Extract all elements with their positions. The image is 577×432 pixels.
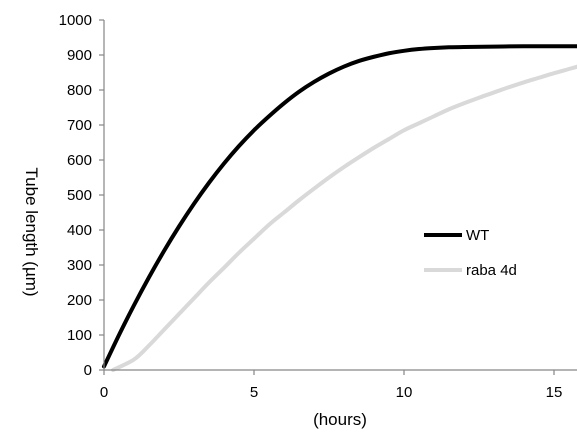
x-tick-label: 5 bbox=[250, 384, 258, 401]
y-tick-label: 100 bbox=[67, 327, 92, 344]
y-tick-label: 300 bbox=[67, 257, 92, 274]
y-tick-label: 400 bbox=[67, 222, 92, 239]
y-tick-label: 900 bbox=[67, 47, 92, 64]
y-ticks: 0 100 200 300 400 500 600 700 800 900 1000 bbox=[59, 12, 104, 379]
legend: WT raba 4d bbox=[424, 227, 517, 279]
series-line-wt bbox=[102, 44, 577, 369]
y-tick-label: 500 bbox=[67, 187, 92, 204]
x-tick-label: 0 bbox=[100, 384, 108, 401]
y-tick-label: 600 bbox=[67, 152, 92, 169]
series-line-raba-4d bbox=[111, 64, 577, 372]
y-tick-label: 0 bbox=[84, 362, 92, 379]
x-tick-label: 15 bbox=[546, 384, 563, 401]
plot-lines bbox=[102, 44, 577, 372]
legend-label-raba-4d: raba 4d bbox=[466, 262, 517, 279]
y-tick-label: 700 bbox=[67, 117, 92, 134]
y-tick-label: 1000 bbox=[59, 12, 92, 29]
y-tick-label: 800 bbox=[67, 82, 92, 99]
x-tick-label: 10 bbox=[396, 384, 413, 401]
x-ticks: 0 5 10 15 bbox=[100, 370, 563, 401]
y-axis-label: Tube length (µm) bbox=[22, 167, 41, 296]
x-axis-label: (hours) bbox=[313, 410, 367, 429]
legend-label-wt: WT bbox=[466, 227, 489, 244]
y-tick-label: 200 bbox=[67, 292, 92, 309]
